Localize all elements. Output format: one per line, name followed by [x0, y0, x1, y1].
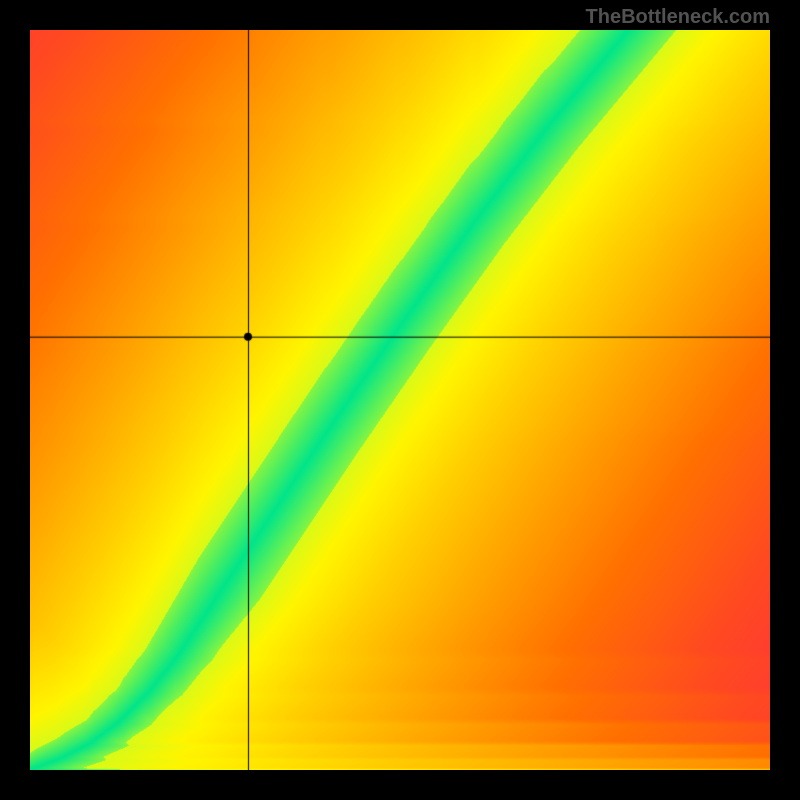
heatmap-plot: [30, 30, 770, 770]
chart-container: TheBottleneck.com: [0, 0, 800, 800]
watermark-text: TheBottleneck.com: [586, 6, 770, 29]
heatmap-canvas: [30, 30, 770, 770]
